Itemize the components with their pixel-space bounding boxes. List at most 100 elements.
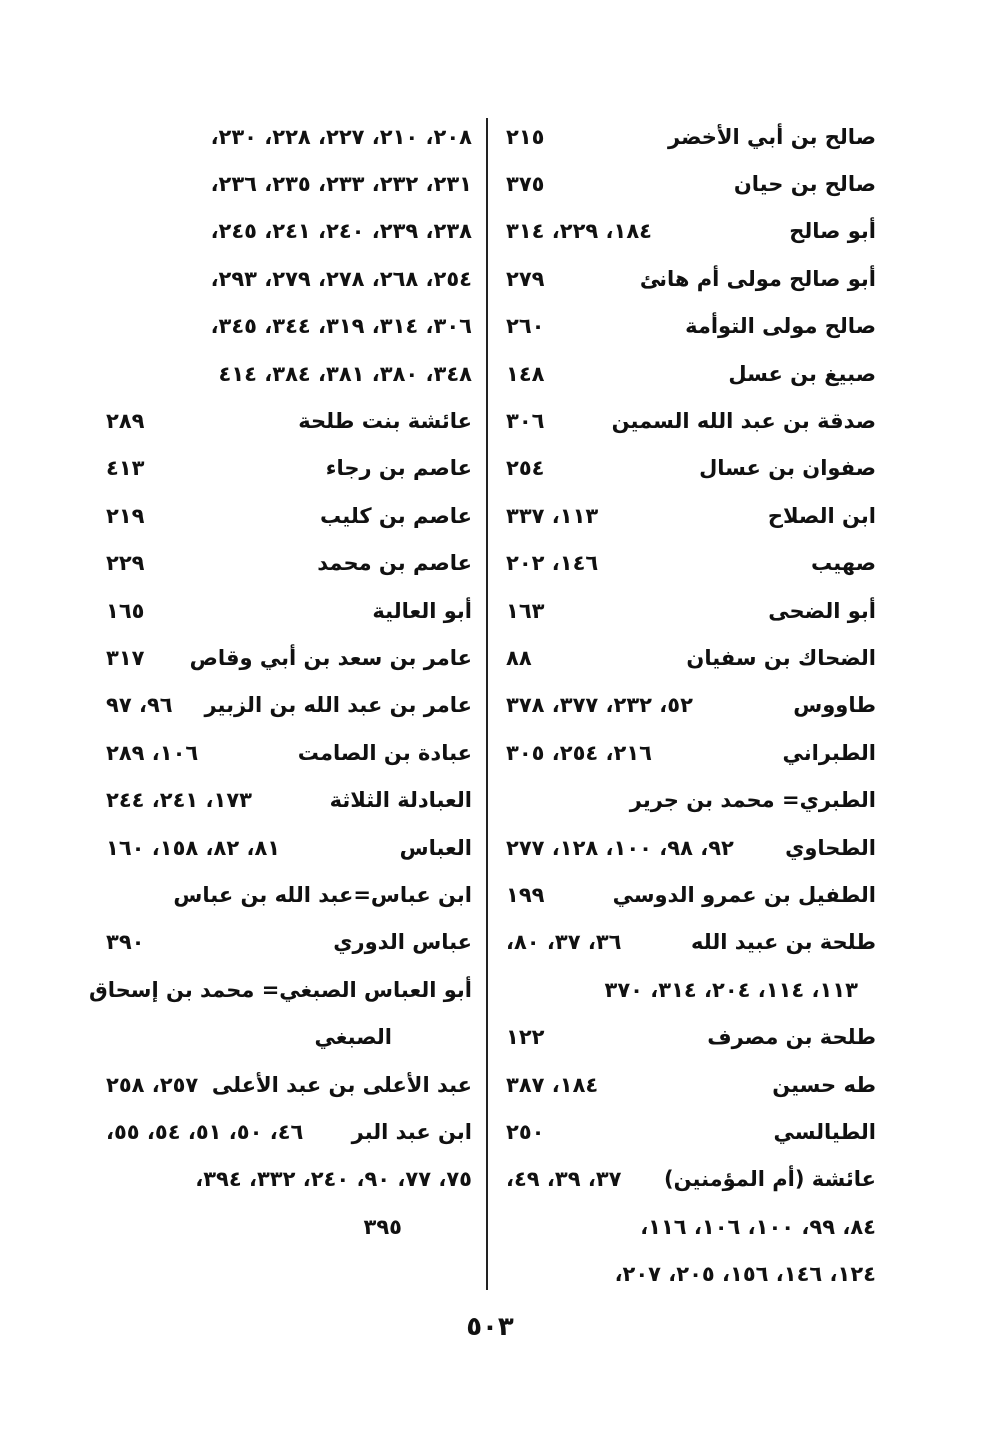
entry-pages: ٢٨٩ [106, 409, 145, 434]
entry-name: الطيالسي [773, 1119, 877, 1144]
entry-pages: ٣٩٥ [363, 1214, 402, 1239]
index-line: عاصم بن محمد ٢٢٩ [98, 540, 472, 587]
entry-pages: ٩٦، ٩٧ [106, 693, 173, 718]
entry-name: العباس [399, 835, 472, 860]
entry-pages: ٢٠٨، ٢١٠، ٢٢٧، ٢٢٨، ٢٣٠، [210, 124, 472, 149]
index-line: طلحة بن مصرف ١٢٢ [498, 1013, 876, 1060]
index-line: العبادلة الثلاثة ١٧٣، ٢٤١، ٢٤٤ [98, 776, 472, 823]
index-line: صدقة بن عبد الله السمين ٣٠٦ [498, 397, 876, 444]
index-line: ٢٣٨، ٢٣٩، ٢٤٠، ٢٤١، ٢٤٥، [98, 208, 472, 255]
entry-pages: ٧٥، ٧٧، ٩٠، ٢٤٠، ٣٣٢، ٣٩٤، [195, 1167, 472, 1192]
index-line: عاصم بن رجاء ٤١٣ [98, 445, 472, 492]
entry-name: الضحاك بن سفيان [686, 645, 876, 670]
entry-pages: ٣٤٨، ٣٨٠، ٣٨١، ٣٨٤، ٤١٤ [218, 361, 472, 386]
entry-name: عباس الدوري [333, 930, 472, 955]
entry-pages: ١٦٥ [106, 598, 145, 623]
index-line: الطحاوي ٩٢، ٩٨، ١٠٠، ١٢٨، ٢٧٧ [498, 824, 876, 871]
entry-pages: ١٠٦، ٢٨٩ [106, 740, 199, 765]
entry-pages: ٤١٣ [106, 456, 145, 481]
entry-name: عائشة بنت طلحة [298, 409, 472, 434]
entry-pages: ٣٠٦ [506, 409, 545, 434]
entry-name: صالح بن أبي الأخضر [668, 124, 876, 149]
entry-name: الطحاوي [785, 835, 876, 860]
entry-pages: ١٩٩ [506, 882, 545, 907]
index-line: صالح بن أبي الأخضر ٢١٥ [498, 113, 876, 160]
index-line: ٢٥٤، ٢٦٨، ٢٧٨، ٢٧٩، ٢٩٣، [98, 255, 472, 302]
index-line: الصبغي [98, 1013, 472, 1060]
index-line: صالح بن حيان ٣٧٥ [498, 160, 876, 207]
right-column: صالح بن أبي الأخضر ٢١٥ صالح بن حيان ٣٧٥ أبو … [498, 113, 876, 1298]
index-line: أبو العالية ١٦٥ [98, 587, 472, 634]
entry-name: الطبراني [782, 740, 876, 765]
entry-name: صفوان بن عسال [699, 456, 876, 481]
entry-name: صهيب [811, 551, 876, 576]
index-line: أبو صالح مولى أم هانئ ٢٧٩ [498, 255, 876, 302]
entry-pages: ٨٤، ٩٩، ١٠٠، ١٠٦، ١١٦، [640, 1214, 876, 1239]
entry-pages: ٢١٩ [106, 503, 145, 528]
entry-name: طلحة بن عبيد الله [691, 930, 876, 955]
entry-pages: ١١٣، ٣٣٧ [506, 503, 599, 528]
column-divider [486, 118, 488, 1290]
entry-pages: ٢٥٧، ٢٥٨ [106, 1072, 199, 1097]
entry-name: ابن الصلاح [767, 503, 876, 528]
entry-name: ابن عبد البر [351, 1119, 472, 1144]
entry-pages: ٢١٦، ٢٥٤، ٣٠٥ [506, 740, 652, 765]
entry-name: صدقة بن عبد الله السمين [611, 409, 876, 434]
entry-pages: ١٤٦، ٢٠٢ [506, 551, 599, 576]
index-line: أبو العباس الصبغي= محمد بن إسحاق [89, 966, 472, 1013]
entry-pages: ١١٣، ١١٤، ٢٠٤، ٣١٤، ٣٧٠ [604, 977, 858, 1002]
index-line: صالح مولى التوأمة ٢٦٠ [498, 303, 876, 350]
entry-pages: ١٨٤، ٣٨٧ [506, 1072, 599, 1097]
entry-pages: ٢٣٨، ٢٣٩، ٢٤٠، ٢٤١، ٢٤٥، [210, 219, 472, 244]
index-line: الطبري= محمد بن جرير [498, 776, 876, 823]
entry-name: صالح بن حيان [733, 172, 876, 197]
entry-pages: ١٢٢ [506, 1025, 545, 1050]
entry-name: صالح مولى التوأمة [685, 314, 876, 339]
entry-name: أبو الضحى [768, 598, 876, 623]
entry-name: طلحة بن مصرف [707, 1025, 876, 1050]
entry-pages: ٢٥٤، ٢٦٨، ٢٧٨، ٢٧٩، ٢٩٣، [210, 266, 472, 291]
entry-pages: ٢٧٩ [506, 266, 545, 291]
entry-name: الطفيل بن عمرو الدوسي [612, 882, 876, 907]
entry-pages: ٢١٥ [506, 124, 545, 149]
index-line: عائشة (أم المؤمنين) ٣٧، ٣٩، ٤٩، [498, 1156, 876, 1203]
entry-pages: ١٧٣، ٢٤١، ٢٤٤ [106, 788, 252, 813]
index-line: أبو صالح ١٨٤، ٢٢٩، ٣١٤ [498, 208, 876, 255]
entry-name: الطبري= محمد بن جرير [629, 788, 876, 813]
index-line: صهيب ١٤٦، ٢٠٢ [498, 540, 876, 587]
entry-name: العبادلة الثلاثة [329, 788, 472, 813]
index-line: الطبراني ٢١٦، ٢٥٤، ٣٠٥ [498, 729, 876, 776]
entry-pages: ١٤٨ [506, 361, 545, 386]
index-line: عبادة بن الصامت ١٠٦، ٢٨٩ [98, 729, 472, 776]
index-line: ١٢٤، ١٤٦، ١٥٦، ٢٠٥، ٢٠٧، [498, 1250, 876, 1297]
left-column: ٢٠٨، ٢١٠، ٢٢٧، ٢٢٨، ٢٣٠، ٢٣١، ٢٣٢، ٢٣٣، ٢… [89, 113, 472, 1250]
entry-name: عاصم بن محمد [317, 551, 472, 576]
entry-name: طاووس [793, 693, 876, 718]
index-line: ابن الصلاح ١١٣، ٣٣٧ [498, 492, 876, 539]
entry-name: صبيغ بن عسل [728, 361, 876, 386]
index-line: صفوان بن عسال ٢٥٤ [498, 445, 876, 492]
entry-pages: ٥٢، ٢٣٢، ٣٧٧، ٣٧٨ [506, 693, 693, 718]
entry-pages: ٢٣١، ٢٣٢، ٢٣٣، ٢٣٥، ٢٣٦، [210, 172, 472, 197]
entry-name: عاصم بن رجاء [325, 456, 472, 481]
entry-name: أبو العالية [372, 598, 472, 623]
index-line: ٣٩٥ [98, 1203, 472, 1250]
entry-pages: ٢٦٠ [506, 314, 545, 339]
entry-pages: ٩٢، ٩٨، ١٠٠، ١٢٨، ٢٧٧ [506, 835, 734, 860]
index-line: ٧٥، ٧٧، ٩٠، ٢٤٠، ٣٣٢، ٣٩٤، [98, 1156, 472, 1203]
entry-pages: ٣٧٥ [506, 172, 545, 197]
index-line: الطيالسي ٢٥٠ [498, 1108, 876, 1155]
entry-name: عبد الأعلى بن عبد الأعلى [211, 1072, 472, 1097]
entry-pages: ١٦٣ [506, 598, 545, 623]
page-number: ٥٠٣ [466, 1312, 514, 1342]
index-line: أبو الضحى ١٦٣ [498, 587, 876, 634]
index-line: صبيغ بن عسل ١٤٨ [498, 350, 876, 397]
index-line: عاصم بن كليب ٢١٩ [98, 492, 472, 539]
index-line: طلحة بن عبيد الله ٣٦، ٣٧، ٨٠، [498, 919, 876, 966]
entry-pages: ٨٨ [506, 645, 532, 670]
entry-name: عائشة (أم المؤمنين) [664, 1167, 876, 1192]
entry-pages: ٢٥٠ [506, 1119, 545, 1144]
entry-pages: ١٢٤، ١٤٦، ١٥٦، ٢٠٥، ٢٠٧، [614, 1262, 876, 1287]
entry-name: الصبغي [314, 1025, 392, 1050]
